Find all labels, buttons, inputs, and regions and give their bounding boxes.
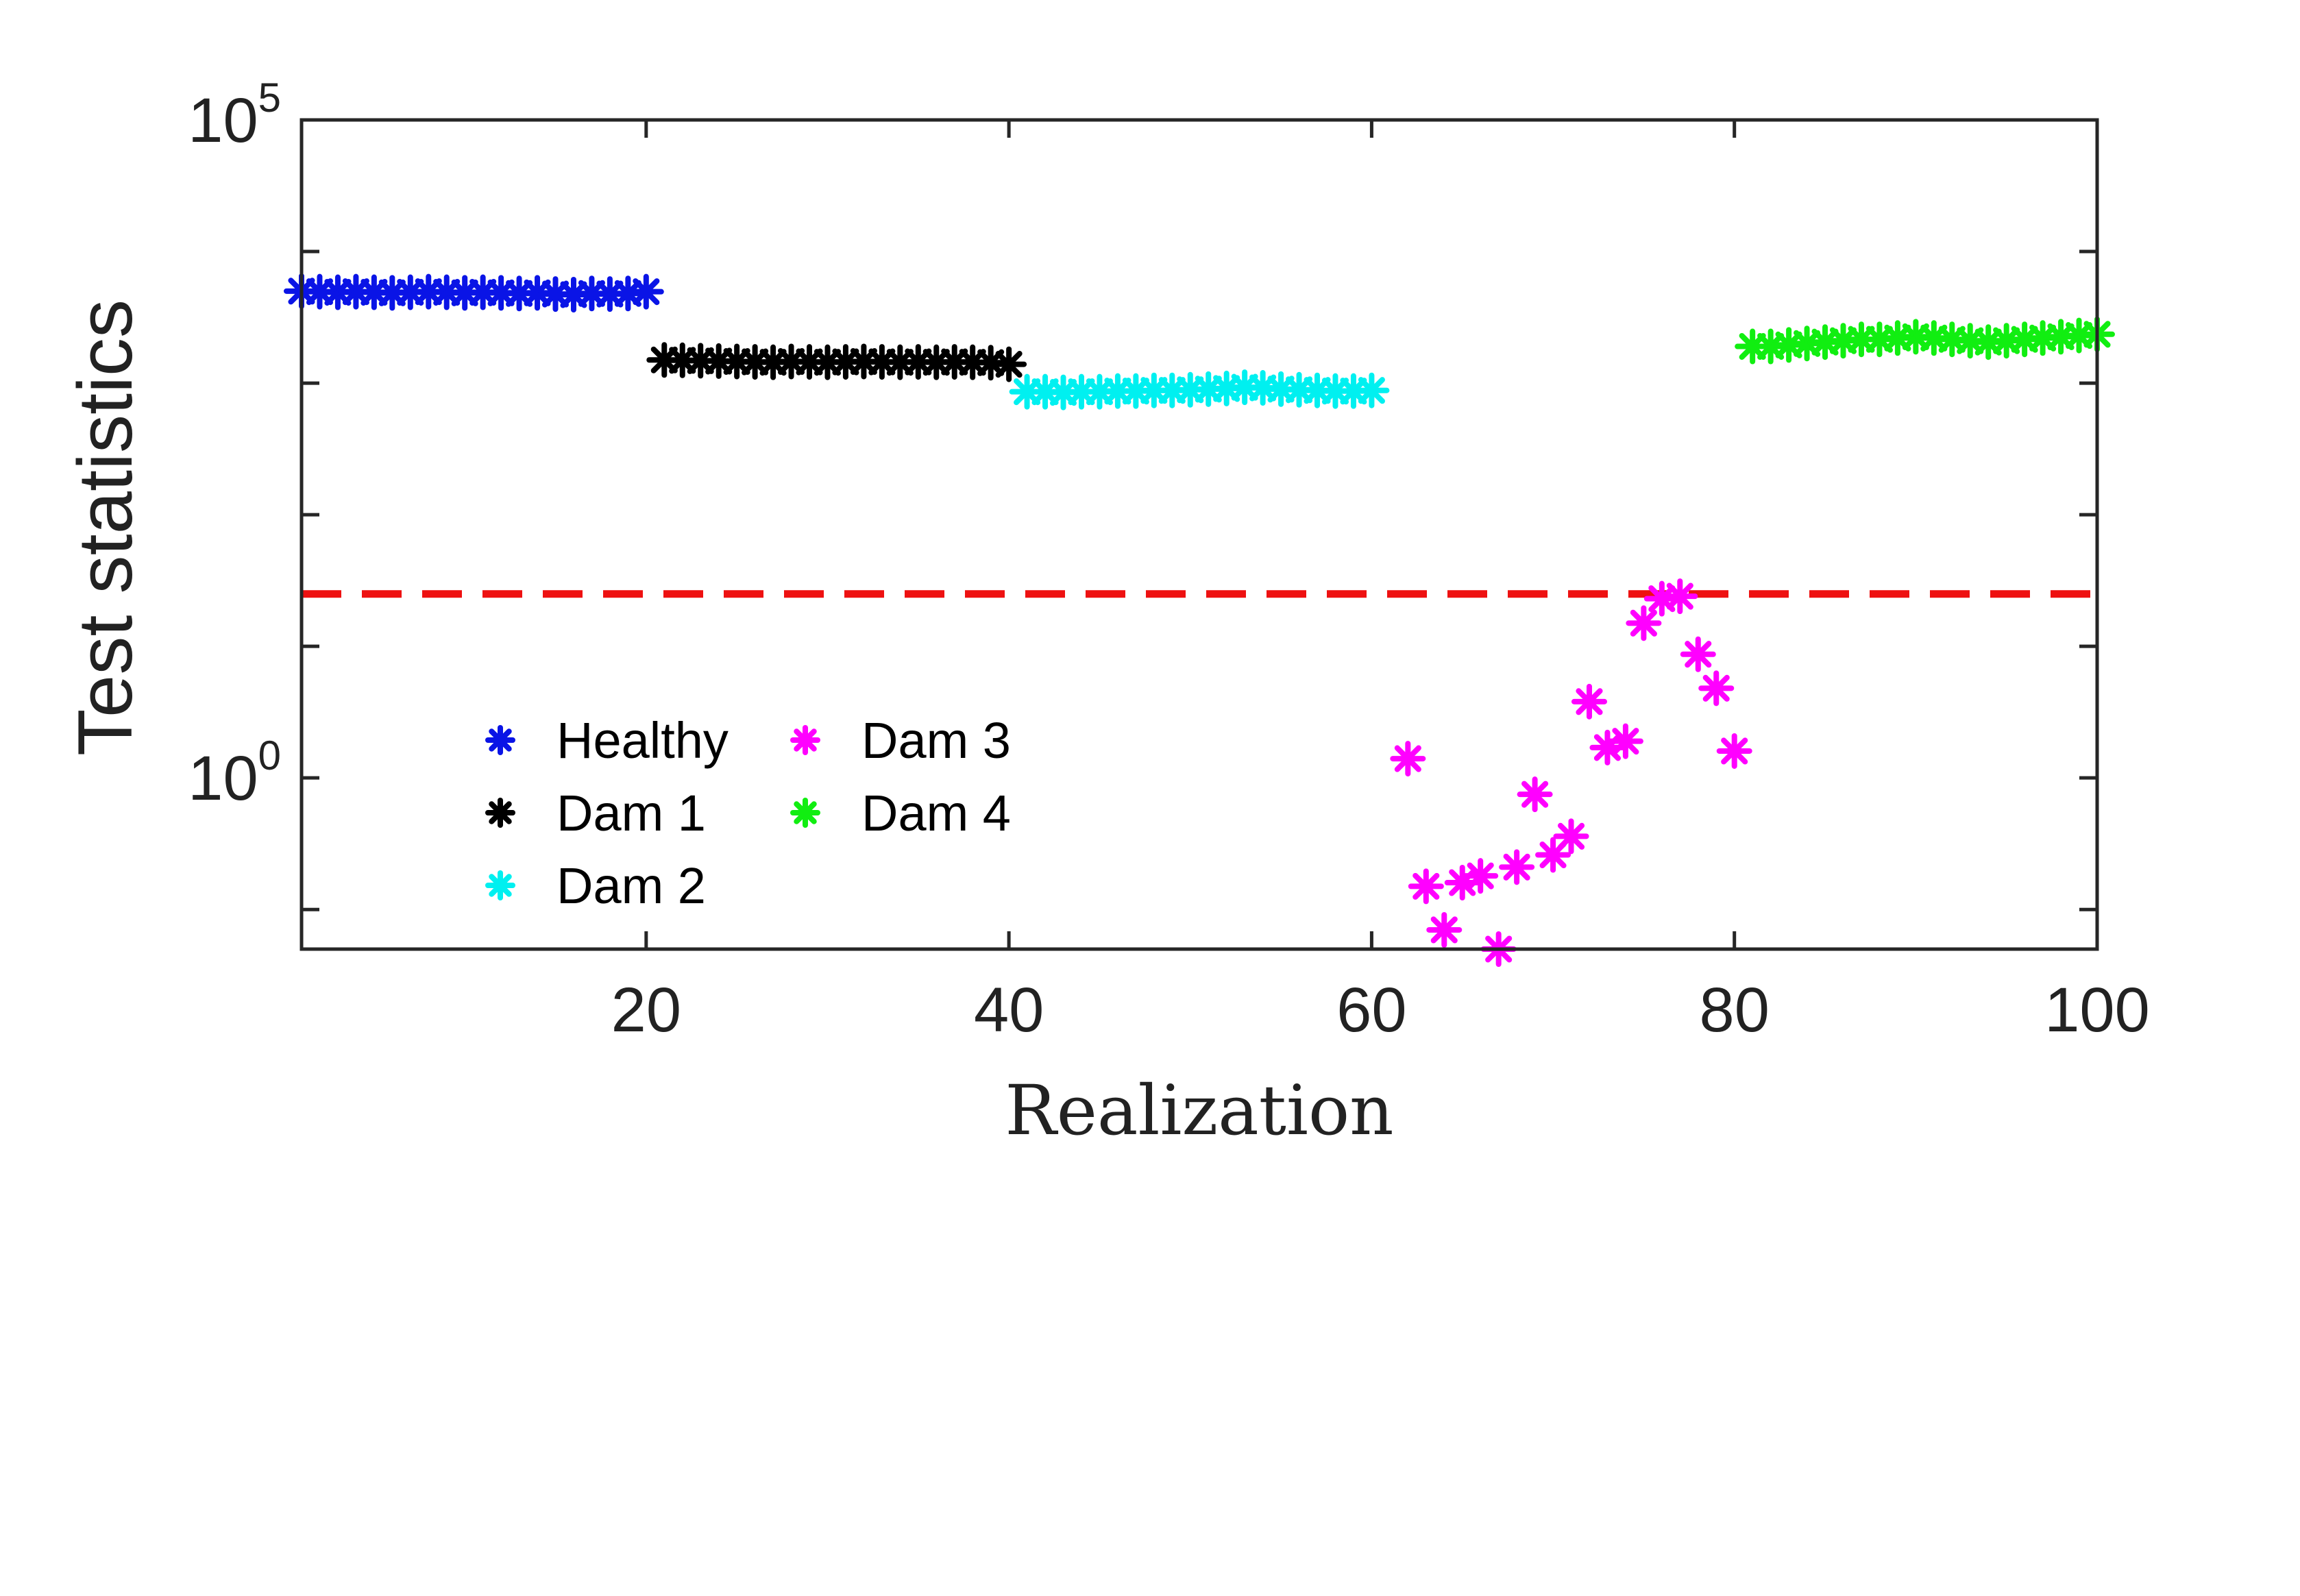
point-dam-3-74 [1607, 723, 1643, 759]
point-dam-3-68 [1499, 849, 1535, 885]
legend-label-dam-2: Dam 2 [556, 857, 706, 914]
point-dam-2-60 [1354, 372, 1390, 408]
series-dam-3 [1390, 578, 1752, 967]
point-dam-1-33 [864, 344, 900, 380]
legend-item-dam-4: Dam 4 [790, 785, 1011, 842]
point-dam-3-79 [1698, 670, 1735, 707]
point-dam-3-66 [1463, 858, 1499, 894]
legend-label-dam-1: Dam 1 [556, 785, 706, 842]
legend-marker-dam-3 [790, 725, 820, 755]
legend-label-dam-4: Dam 4 [861, 785, 1011, 842]
point-dam-4-95 [1988, 323, 2024, 359]
point-dam-3-64 [1426, 911, 1463, 948]
x-tick-label-80: 80 [1700, 975, 1770, 1045]
x-tick-label-60: 60 [1336, 975, 1406, 1045]
point-healthy-20 [628, 273, 664, 310]
point-dam-3-72 [1571, 683, 1607, 720]
series-healthy [284, 273, 664, 312]
legend-item-dam-1: Dam 1 [485, 785, 706, 842]
legend-marker-healthy [485, 725, 515, 755]
legend-label-healthy: Healthy [556, 712, 729, 769]
point-dam-3-71 [1553, 818, 1589, 855]
point-dam-3-75 [1626, 605, 1662, 641]
legend-item-dam-2: Dam 2 [485, 857, 706, 914]
legend-marker-dam-1 [485, 798, 515, 828]
point-dam-3-69 [1517, 776, 1553, 813]
series-dam-1 [646, 342, 1027, 382]
x-axis-label: Realization [1005, 1070, 1393, 1151]
point-dam-4-86 [1825, 323, 1861, 359]
legend-marker-dam-2 [485, 870, 515, 900]
y-tick-label-1e5: 105 [188, 75, 281, 156]
plot-frame [299, 118, 2099, 951]
legend: Healthy Dam 1 Dam 2 Dam 3 Dam 4 [485, 712, 1011, 914]
point-dam-3-62 [1390, 741, 1426, 777]
point-dam-3-80 [1716, 733, 1752, 769]
point-dam-3-78 [1680, 636, 1716, 672]
x-tick-label-40: 40 [974, 975, 1044, 1045]
x-tick-label-20: 20 [611, 975, 681, 1045]
legend-item-dam-3: Dam 3 [790, 712, 1011, 769]
x-tick-label-100: 100 [2044, 975, 2150, 1045]
point-dam-1-40 [991, 346, 1027, 382]
point-dam-4-87 [1843, 321, 1879, 358]
point-dam-3-63 [1408, 868, 1444, 905]
point-dam-3-77 [1662, 578, 1698, 615]
y-axis-label: Test statistics [62, 299, 148, 756]
legend-marker-dam-4 [790, 798, 820, 828]
series-dam-2 [1009, 369, 1390, 410]
y-tick-label-1e0: 100 [188, 733, 281, 813]
series-dam-4 [1735, 316, 2115, 365]
point-dam-1-30 [809, 344, 846, 380]
legend-item-healthy: Healthy [485, 712, 729, 769]
point-dam-4-81 [1735, 328, 1771, 365]
legend-label-dam-3: Dam 3 [861, 712, 1011, 769]
point-dam-2-48 [1136, 372, 1172, 408]
